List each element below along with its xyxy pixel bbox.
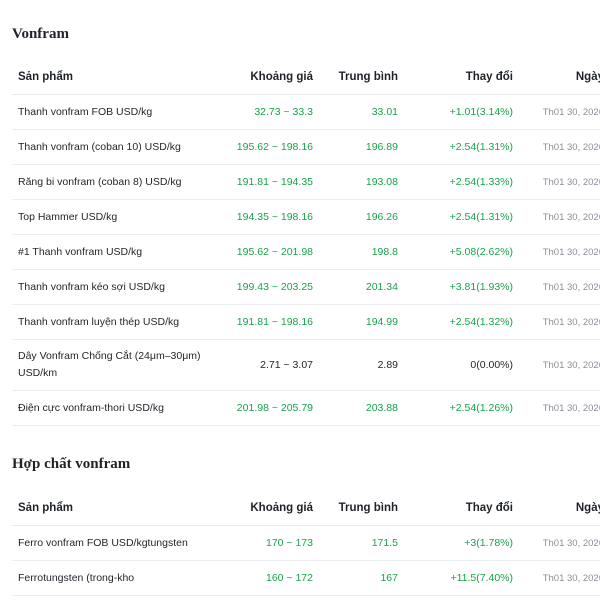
column-header-range[interactable]: Khoảng giá [203,490,313,526]
price-change-cell: +2.54(1.31%) [398,199,513,235]
table-row[interactable]: Thanh vonfram FOB USD/kg 32.73 ~ 33.3 33.0… [12,94,600,130]
average-price-cell: 167 [313,560,398,596]
price-range-cell: 199.43 ~ 203.25 [203,269,313,305]
column-header-change[interactable]: Thay đổi [398,59,513,95]
table-row[interactable]: Thanh vonfram kéo sợi USD/kg 199.43 ~ 203… [12,269,600,305]
column-header-average[interactable]: Trung bình [313,490,398,526]
price-range-cell: 194.35 ~ 198.16 [203,199,313,235]
date-cell: Th01 30, 2026 [513,199,600,235]
price-change-cell: +1.01(3.14%) [398,94,513,130]
price-range-cell: 170 ~ 173 [203,525,313,561]
price-range-cell: 32.73 ~ 33.3 [203,94,313,130]
date-cell: Th01 30, 2026 [513,560,600,596]
table-row[interactable]: Top Hammer USD/kg 194.35 ~ 198.16 196.26 +2… [12,199,600,235]
product-name-cell[interactable]: Thanh vonfram kéo sợi USD/kg [12,269,203,305]
average-price-cell: 33.01 [313,94,398,130]
table-body: Thanh vonfram FOB USD/kg 32.73 ~ 33.3 33.0… [12,94,600,426]
product-name-cell[interactable]: Thanh vonfram FOB USD/kg [12,94,203,130]
average-price-cell: 196.26 [313,199,398,235]
column-header-date[interactable]: Ngày [513,59,600,95]
average-price-cell: 193.08 [313,164,398,200]
price-change-cell: +2.54(1.26%) [398,390,513,426]
price-range-cell: 201.98 ~ 205.79 [203,390,313,426]
section-title-hop-chat-vonfram: Hợp chất vonfram [12,456,131,472]
average-price-cell: 203.88 [313,390,398,426]
average-price-cell: 201.34 [313,269,398,305]
column-header-average[interactable]: Trung bình [313,59,398,95]
average-price-cell: 196.89 [313,129,398,165]
price-range-cell: 195.62 ~ 201.98 [203,234,313,270]
average-price-cell: 194.99 [313,304,398,340]
product-name-cell[interactable]: #1 Thanh vonfram USD/kg [12,234,203,270]
date-cell: Th01 30, 2026 [513,304,600,340]
price-change-cell: +11.5(7.40%) [398,560,513,596]
average-price-cell: 2.89 [313,339,398,391]
date-cell: Th01 30, 2026 [513,525,600,561]
price-change-cell: +2.54(1.32%) [398,304,513,340]
product-name-cell[interactable]: Thanh vonfram luyện thép USD/kg [12,304,203,340]
price-table-vonfram: Sản phẩm Khoảng giá Trung bình Thay đổi … [12,59,600,426]
product-name-cell[interactable]: Ferrotungsten (trong-kho [12,560,203,596]
price-range-cell: 191.81 ~ 194.35 [203,164,313,200]
table-row[interactable]: Điện cực vonfram-thori USD/kg 201.98 ~ 20… [12,390,600,426]
date-cell: Th01 30, 2026 [513,129,600,165]
date-cell: Th01 30, 2026 [513,390,600,426]
price-table-hop-chat-vonfram: Sản phẩm Khoảng giá Trung bình Thay đổi … [12,490,600,596]
price-change-cell: +2.54(1.33%) [398,164,513,200]
price-change-cell: +2.54(1.31%) [398,129,513,165]
section-title-vonfram: Vonfram [12,26,69,42]
table-row[interactable]: Ferrotungsten (trong-kho 160 ~ 172 167 +11.… [12,560,600,596]
date-cell: Th01 30, 2026 [513,164,600,200]
date-cell: Th01 30, 2026 [513,234,600,270]
price-change-cell: +3.81(1.93%) [398,269,513,305]
price-range-cell: 195.62 ~ 198.16 [203,129,313,165]
column-header-date[interactable]: Ngày [513,490,600,526]
column-header-product[interactable]: Sản phẩm [12,59,203,95]
product-name-cell[interactable]: Ferro vonfram FOB USD/kgtungsten [12,525,203,561]
table-row[interactable]: Ferro vonfram FOB USD/kgtungsten 170 ~ 17… [12,525,600,561]
price-change-cell: +5.08(2.62%) [398,234,513,270]
product-name-cell[interactable]: Thanh vonfram (coban 10) USD/kg [12,129,203,165]
column-header-product[interactable]: Sản phẩm [12,490,203,526]
product-name-cell[interactable]: Răng bi vonfram (coban 8) USD/kg [12,164,203,200]
table-header-row: Sản phẩm Khoảng giá Trung bình Thay đổi … [12,59,600,95]
date-cell: Th01 30, 2026 [513,339,600,391]
column-header-range[interactable]: Khoảng giá [203,59,313,95]
price-range-cell: 2.71 ~ 3.07 [203,339,313,391]
average-price-cell: 171.5 [313,525,398,561]
table-row[interactable]: Thanh vonfram luyện thép USD/kg 191.81 ~ … [12,304,600,340]
price-change-cell: +3(1.78%) [398,525,513,561]
product-name-cell[interactable]: Dây Vonfram Chống Cắt (24μm–30μm) USD/km [12,339,203,391]
date-cell: Th01 30, 2026 [513,94,600,130]
average-price-cell: 198.8 [313,234,398,270]
column-header-change[interactable]: Thay đổi [398,490,513,526]
product-name-cell[interactable]: Top Hammer USD/kg [12,199,203,235]
price-change-cell: 0(0.00%) [398,339,513,391]
table-row[interactable]: Dây Vonfram Chống Cắt (24μm–30μm) USD/km… [12,339,600,391]
table-body: Ferro vonfram FOB USD/kgtungsten 170 ~ 17… [12,525,600,596]
table-row[interactable]: #1 Thanh vonfram USD/kg 195.62 ~ 201.98 19… [12,234,600,270]
table-row[interactable]: Thanh vonfram (coban 10) USD/kg 195.62 ~ … [12,129,600,165]
table-header-row: Sản phẩm Khoảng giá Trung bình Thay đổi … [12,490,600,526]
date-cell: Th01 30, 2026 [513,269,600,305]
price-range-cell: 160 ~ 172 [203,560,313,596]
table-row[interactable]: Răng bi vonfram (coban 8) USD/kg 191.81 ~… [12,164,600,200]
product-name-cell[interactable]: Điện cực vonfram-thori USD/kg [12,390,203,426]
price-range-cell: 191.81 ~ 198.16 [203,304,313,340]
